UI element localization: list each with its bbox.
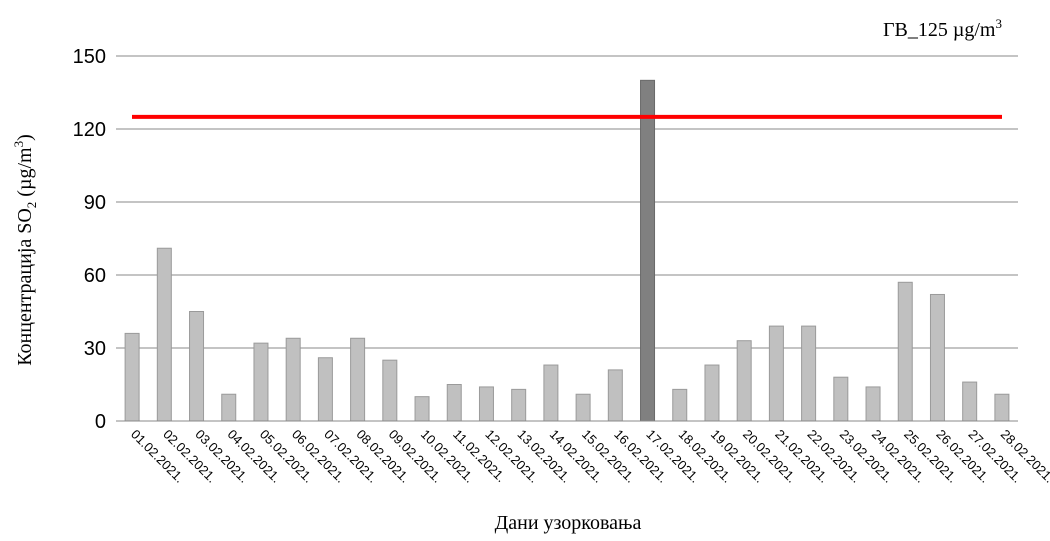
bar-06.02.2021. [285, 337, 301, 422]
bar-02.02.2021. [156, 247, 172, 422]
bar-04.02.2021. [221, 393, 237, 422]
bar-26.02.2021. [929, 293, 945, 422]
bar-15.02.2021. [575, 393, 591, 422]
bar-13.02.2021. [511, 388, 527, 422]
y-tick-label: 120 [73, 119, 106, 141]
bar-07.02.2021. [317, 357, 333, 422]
bar-21.02.2021. [768, 325, 784, 422]
limit-value-label: ГВ_125 µg/m3 [883, 16, 1002, 41]
bar-23.02.2021. [833, 376, 849, 422]
y-tick-label: 60 [84, 265, 106, 287]
bar-25.02.2021. [897, 281, 913, 422]
bar-10.02.2021. [414, 396, 430, 422]
y-axis-label-subscript: 2 [24, 202, 39, 209]
bar-24.02.2021. [865, 386, 881, 422]
bar-28.02.2021. [994, 393, 1010, 422]
y-tick-label: 0 [95, 411, 106, 433]
x-axis-label: Дани узорковања [495, 512, 642, 534]
bar-14.02.2021. [543, 364, 559, 422]
bar-22.02.2021. [801, 325, 817, 422]
gridlines [116, 55, 1018, 349]
limit-label-superscript: 3 [996, 16, 1003, 31]
bar-27.02.2021. [962, 381, 978, 422]
bar-18.02.2021. [672, 388, 688, 422]
bar-19.02.2021. [704, 364, 720, 422]
x-axis-ticks: 01.02.2021.02.02.2021.03.02.2021.04.02.2… [128, 427, 1050, 486]
bar-05.02.2021. [253, 342, 269, 422]
bar-17.02.2021. [640, 79, 656, 422]
y-tick-label: 30 [84, 338, 106, 360]
bars [124, 79, 1010, 422]
bar-12.02.2021. [478, 386, 494, 422]
bar-11.02.2021. [446, 384, 462, 422]
bar-20.02.2021. [736, 340, 752, 422]
y-tick-label: 90 [84, 192, 106, 214]
bar-01.02.2021. [124, 332, 140, 422]
bar-09.02.2021. [382, 359, 398, 422]
bar-03.02.2021. [189, 311, 205, 422]
y-axis-label: Концентрација SO2 (µg/m3) [11, 134, 39, 366]
bar-16.02.2021. [607, 369, 623, 422]
bar-08.02.2021. [350, 337, 366, 422]
y-tick-label: 150 [73, 46, 106, 68]
y-axis-ticks: 0 30 60 90 120 150 [73, 46, 106, 433]
y-axis-label-superscript: 3 [11, 141, 26, 148]
